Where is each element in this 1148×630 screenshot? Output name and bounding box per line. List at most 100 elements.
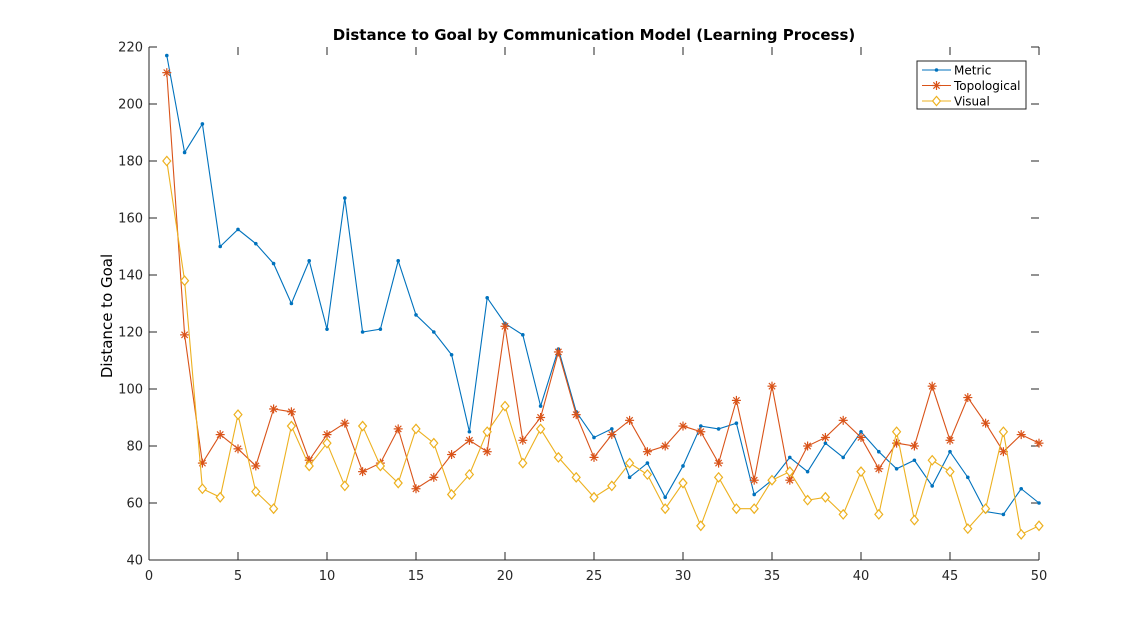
- data-point-topological: [322, 430, 332, 440]
- data-point-topological: [696, 427, 706, 437]
- data-point-topological: [358, 467, 368, 477]
- y-tick-label: 220: [118, 41, 143, 56]
- x-tick-label: 0: [145, 569, 153, 584]
- x-tick-label: 30: [675, 569, 692, 584]
- data-point-metric: [610, 427, 614, 431]
- data-point-visual: [268, 503, 279, 515]
- data-point-topological: [482, 447, 492, 457]
- y-tick-label: 40: [126, 554, 143, 569]
- data-point-metric: [1037, 501, 1041, 505]
- data-point-topological: [981, 418, 991, 428]
- y-tick-label: 180: [118, 155, 143, 170]
- data-point-visual: [482, 426, 492, 438]
- data-point-topological: [927, 381, 937, 391]
- data-point-topological: [874, 464, 884, 474]
- data-point-visual: [856, 466, 866, 478]
- data-point-visual: [980, 503, 991, 515]
- legend-label-metric: Metric: [954, 64, 991, 78]
- data-point-topological: [1016, 430, 1026, 440]
- data-point-metric: [1019, 486, 1023, 491]
- data-point-topological: [856, 432, 866, 442]
- data-point-metric: [538, 404, 543, 408]
- legend-item-topological: Topological: [922, 79, 1021, 93]
- data-point-topological: [215, 430, 225, 440]
- data-point-topological: [767, 381, 777, 391]
- data-point-metric: [805, 469, 810, 474]
- data-point-metric: [699, 424, 703, 428]
- data-point-topological: [731, 395, 741, 405]
- data-point-topological: [340, 418, 350, 428]
- data-point-topological: [180, 330, 190, 340]
- data-point-topological: [607, 430, 617, 440]
- data-point-topological: [197, 458, 207, 468]
- data-point-visual: [963, 523, 973, 535]
- x-tick-label: 40: [853, 569, 870, 584]
- data-point-metric: [218, 244, 222, 249]
- data-point-metric: [841, 455, 845, 460]
- data-point-metric: [877, 449, 881, 454]
- data-point-topological: [963, 393, 973, 403]
- data-point-topological: [714, 458, 724, 468]
- data-point-topological: [909, 441, 919, 451]
- data-point-topological: [838, 415, 848, 425]
- data-point-metric: [360, 330, 365, 334]
- data-point-visual: [660, 503, 670, 515]
- data-point-visual: [162, 155, 172, 167]
- series-layer: [162, 53, 1044, 540]
- data-point-metric: [912, 458, 917, 463]
- data-point-visual: [589, 491, 599, 503]
- data-point-metric: [521, 333, 525, 337]
- data-point-visual: [909, 514, 920, 526]
- legend-item-metric: Metric: [922, 64, 991, 78]
- data-point-visual: [820, 491, 831, 503]
- data-point-metric: [432, 330, 436, 334]
- data-point-metric: [307, 258, 312, 263]
- data-point-topological: [162, 68, 172, 78]
- legend-marker-visual: [931, 95, 942, 107]
- chart-title: Distance to Goal by Communication Model …: [333, 26, 855, 44]
- data-point-visual: [607, 480, 617, 492]
- x-tick-label: 50: [1031, 569, 1048, 584]
- data-point-visual: [802, 494, 813, 506]
- legend-marker-metric: [934, 68, 939, 72]
- data-point-topological: [536, 413, 546, 422]
- data-point-visual: [197, 483, 208, 495]
- data-point-visual: [429, 437, 439, 449]
- data-point-metric: [254, 241, 258, 246]
- data-point-metric: [930, 484, 934, 488]
- data-point-visual: [1016, 528, 1026, 540]
- data-point-visual: [304, 460, 314, 472]
- data-point-topological: [233, 444, 243, 454]
- data-point-metric: [592, 435, 596, 440]
- data-point-topological: [393, 424, 403, 434]
- data-point-metric: [200, 122, 205, 126]
- data-point-visual: [340, 480, 350, 492]
- data-point-metric: [627, 475, 632, 480]
- data-point-metric: [165, 53, 169, 58]
- data-point-visual: [571, 471, 581, 483]
- data-point-visual: [393, 477, 403, 489]
- x-tick-label: 20: [497, 569, 514, 584]
- data-point-metric: [894, 467, 899, 471]
- data-point-metric: [734, 421, 739, 426]
- legend-label-topological: Topological: [953, 79, 1021, 93]
- data-point-metric: [716, 427, 721, 431]
- data-point-visual: [179, 275, 190, 287]
- y-tick-label: 140: [118, 269, 143, 284]
- data-point-metric: [966, 475, 970, 480]
- data-point-visual: [251, 486, 261, 498]
- data-point-topological: [429, 472, 439, 482]
- data-point-metric: [271, 261, 276, 266]
- data-point-visual: [838, 508, 848, 520]
- y-tick-label: 200: [118, 98, 143, 113]
- data-point-topological: [589, 452, 599, 462]
- x-tick-label: 10: [319, 569, 336, 584]
- data-point-visual: [500, 400, 510, 412]
- y-tick-label: 60: [126, 497, 143, 512]
- data-point-visual: [785, 466, 795, 478]
- data-point-visual: [553, 451, 564, 463]
- data-point-metric: [449, 353, 454, 357]
- data-point-topological: [642, 447, 652, 457]
- x-tick-label: 15: [408, 569, 425, 584]
